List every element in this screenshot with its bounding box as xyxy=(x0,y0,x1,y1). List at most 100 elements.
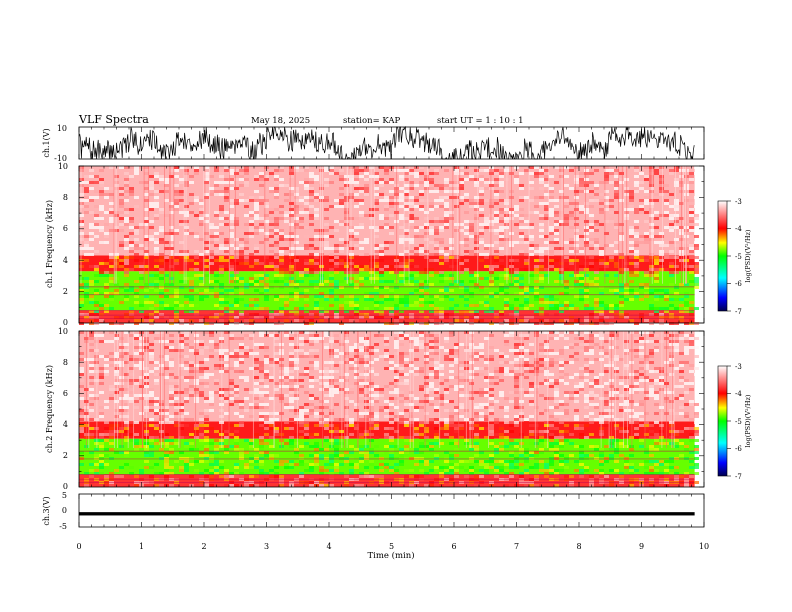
spectrogram-cell xyxy=(119,241,124,244)
spectrogram-cell xyxy=(414,226,419,229)
spectrogram-cell xyxy=(369,298,374,301)
spectrogram-cell xyxy=(539,229,544,232)
spectrogram-cell xyxy=(324,385,329,388)
spectrogram-cell xyxy=(439,346,444,349)
spectrogram-cell xyxy=(344,352,349,355)
spectrogram-cell xyxy=(424,292,429,295)
spectrogram-cell xyxy=(344,208,349,211)
spectrogram-cell xyxy=(419,172,424,175)
spectrogram-cell xyxy=(659,235,664,238)
spectrogram-cell xyxy=(294,358,299,361)
spectrogram-cell xyxy=(674,238,679,241)
spectrogram-cell xyxy=(149,295,154,298)
spectrogram-cell xyxy=(89,322,94,325)
spectrogram-cell xyxy=(109,280,114,283)
spectrogram-cell xyxy=(439,466,444,469)
spectrogram-cell xyxy=(284,283,289,286)
spectrogram-cell xyxy=(454,409,459,412)
spectrogram-cell xyxy=(504,217,509,220)
spectrogram-cell xyxy=(189,349,194,352)
spectrogram-cell xyxy=(309,394,314,397)
spectrogram-cell xyxy=(124,397,129,400)
spectrogram-cell xyxy=(364,466,369,469)
spectrogram-cell xyxy=(219,205,224,208)
spectrogram-cell xyxy=(614,196,619,199)
spectrogram-cell xyxy=(89,382,94,385)
spectrogram-cell xyxy=(354,304,359,307)
spectrogram-cell xyxy=(209,373,214,376)
spectrogram-cell xyxy=(519,196,524,199)
spectrogram-cell xyxy=(299,223,304,226)
spectrogram-cell xyxy=(189,214,194,217)
spectrogram-cell xyxy=(309,262,314,265)
spectrogram-cell xyxy=(329,172,334,175)
spectrogram-cell xyxy=(259,391,264,394)
spectrogram-cell xyxy=(184,184,189,187)
spectrogram-cell xyxy=(444,223,449,226)
spectrogram-cell xyxy=(159,307,164,310)
spectrogram-cell xyxy=(204,418,209,421)
spectrogram-cell xyxy=(314,283,319,286)
spectrogram-cell xyxy=(459,319,464,322)
spectrogram-cell xyxy=(644,259,649,262)
spectrogram-cell xyxy=(374,181,379,184)
spectrogram-cell xyxy=(359,433,364,436)
spectrogram-cell xyxy=(129,175,134,178)
spectrogram-cell xyxy=(564,304,569,307)
spectrogram-cell xyxy=(444,409,449,412)
spectrogram-cell xyxy=(264,199,269,202)
spectrogram-cell xyxy=(404,199,409,202)
spectrogram-cell xyxy=(419,181,424,184)
spectrogram-cell xyxy=(484,391,489,394)
spectrogram-cell xyxy=(314,385,319,388)
spectrogram-cell xyxy=(164,439,169,442)
spectrogram-cell xyxy=(394,352,399,355)
spectrogram-cell xyxy=(559,274,564,277)
spectrogram-cell xyxy=(449,241,454,244)
spectrogram-cell xyxy=(474,247,479,250)
spectrogram-cell xyxy=(519,304,524,307)
spectrogram-cell xyxy=(564,280,569,283)
spectrogram-cell xyxy=(689,217,694,220)
spectrogram-cell xyxy=(374,334,379,337)
spectrogram-cell xyxy=(594,301,599,304)
spectrogram-cell xyxy=(309,280,314,283)
spectrogram-cell xyxy=(114,292,119,295)
spectrogram-cell xyxy=(214,475,219,478)
spectrogram-cell xyxy=(114,337,119,340)
spectrogram-cell xyxy=(269,412,274,415)
spectrogram-cell xyxy=(129,424,134,427)
spectrogram-cell xyxy=(444,250,449,253)
spectrogram-cell xyxy=(274,169,279,172)
spectrogram-cell xyxy=(149,394,154,397)
spectrogram-cell xyxy=(659,253,664,256)
spectrogram-cell xyxy=(419,421,424,424)
spectrogram-cell xyxy=(454,304,459,307)
spectrogram-cell xyxy=(454,316,459,319)
spectrogram-cell xyxy=(484,178,489,181)
spectrogram-cell xyxy=(284,427,289,430)
spectrogram-cell xyxy=(264,412,269,415)
spectrogram-cell xyxy=(149,175,154,178)
spectrogram-cell xyxy=(329,274,334,277)
spectrogram-cell xyxy=(549,322,554,325)
spectrogram-cell xyxy=(254,280,259,283)
spectrogram-cell xyxy=(339,259,344,262)
spectrogram-cell xyxy=(214,469,219,472)
spectrogram-cell xyxy=(309,283,314,286)
spectrogram-cell xyxy=(429,268,434,271)
spectrogram-cell xyxy=(124,190,129,193)
spectrogram-cell xyxy=(459,385,464,388)
spectrogram-cell xyxy=(314,415,319,418)
spectrogram-cell xyxy=(119,190,124,193)
spectrogram-cell xyxy=(189,346,194,349)
spectrogram-cell xyxy=(209,292,214,295)
spectrogram-cell xyxy=(169,379,174,382)
spectrogram-cell xyxy=(264,436,269,439)
spectrogram-cell xyxy=(494,202,499,205)
spectrogram-cell xyxy=(544,199,549,202)
spectrogram-cell xyxy=(369,412,374,415)
spectrogram-cell xyxy=(494,433,499,436)
spectrogram-cell xyxy=(169,391,174,394)
spectrogram-cell xyxy=(474,367,479,370)
